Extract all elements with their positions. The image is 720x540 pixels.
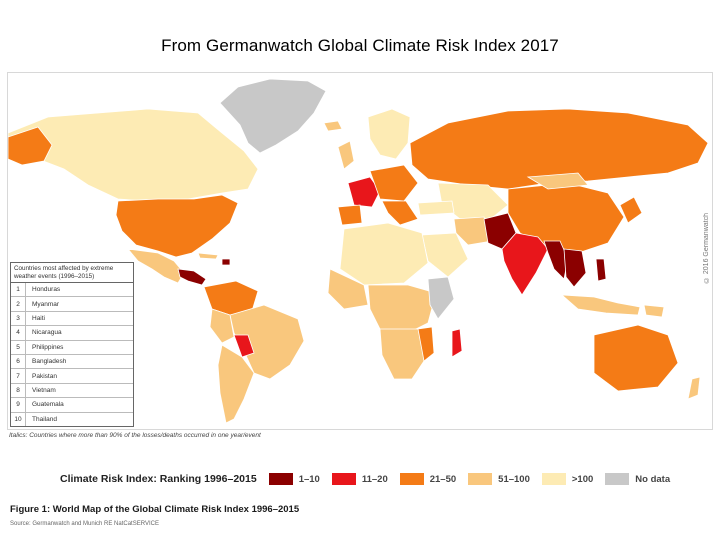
scandinavia xyxy=(367,108,411,160)
uk xyxy=(337,140,355,170)
rank-country: Guatemala xyxy=(32,401,64,409)
usa xyxy=(115,194,239,258)
russia xyxy=(409,108,709,190)
korea-japan xyxy=(619,196,643,224)
world-map-svg xyxy=(8,78,709,424)
west-africa xyxy=(327,268,369,310)
legend-label: 21–50 xyxy=(429,473,457,485)
haiti xyxy=(221,258,231,266)
canada xyxy=(8,108,259,202)
peru xyxy=(209,308,235,344)
legend-swatch xyxy=(268,473,293,485)
ranking-row: 3 Haiti xyxy=(11,311,133,327)
iberia xyxy=(337,204,363,226)
slide-title: From Germanwatch Global Climate Risk Ind… xyxy=(161,36,559,55)
australia xyxy=(593,324,679,392)
france xyxy=(347,176,381,208)
alaska xyxy=(8,126,53,166)
ranking-row: 10 Thailand xyxy=(11,412,133,426)
rank-number: 2 xyxy=(11,297,26,311)
ranking-row: 8 Vietnam xyxy=(11,383,133,399)
thailand-vietnam xyxy=(563,248,587,288)
ranking-row: 7 Pakistan xyxy=(11,369,133,384)
indonesia xyxy=(560,294,641,316)
footnote: Italics: Countries where more than 90% o… xyxy=(9,432,261,439)
ranking-row: 2 Myanmar xyxy=(11,297,133,312)
italy-balkans xyxy=(381,200,419,226)
map-legend: Climate Risk Index: Ranking 1996–2015 1–… xyxy=(60,471,682,487)
figure-caption: Figure 1: World Map of the Global Climat… xyxy=(10,504,300,515)
philippines xyxy=(595,258,607,282)
rank-number: 7 xyxy=(11,369,26,383)
north-africa xyxy=(339,222,429,286)
ranking-row: 5 Philippines xyxy=(11,340,133,355)
china xyxy=(507,182,625,254)
legend-item: 1–10 xyxy=(268,473,320,485)
rank-country: Myanmar xyxy=(32,300,60,308)
legend-item: >100 xyxy=(541,473,594,485)
rank-number: 1 xyxy=(11,283,26,297)
ranking-row: 9 Guatemala xyxy=(11,398,133,413)
bangladesh-myanmar xyxy=(543,240,569,280)
india xyxy=(501,232,549,296)
ranking-row: 1 Honduras xyxy=(11,283,133,298)
rank-country: Honduras xyxy=(32,286,61,294)
ranking-row: 6 Bangladesh xyxy=(11,354,133,370)
east-africa xyxy=(427,276,455,320)
copyright-note: © 2016 Germanwatch xyxy=(703,213,710,284)
legend-item: 51–100 xyxy=(468,473,530,485)
iceland xyxy=(323,120,343,132)
legend-item: 11–20 xyxy=(331,473,388,485)
legend-label: 11–20 xyxy=(361,473,388,485)
legend-label: 51–100 xyxy=(498,473,530,485)
legend-swatch xyxy=(605,473,630,485)
legend-swatch xyxy=(468,473,493,485)
bolivia xyxy=(233,334,255,358)
rank-number: 8 xyxy=(11,383,26,398)
rank-number: 4 xyxy=(11,326,26,340)
rank-number: 5 xyxy=(11,340,26,354)
iran xyxy=(453,216,493,246)
legend-item: 21–50 xyxy=(399,473,457,485)
legend-swatch xyxy=(331,473,356,485)
legend-item: No data xyxy=(605,473,670,485)
argentina-chile xyxy=(217,344,255,424)
greenland xyxy=(219,78,327,154)
legend-title: Climate Risk Index: Ranking 1996–2015 xyxy=(60,473,257,485)
mongolia xyxy=(526,172,589,190)
legend-label: 1–10 xyxy=(298,473,320,485)
mozambique xyxy=(417,326,435,362)
png xyxy=(643,304,665,318)
cuba xyxy=(197,252,219,260)
legend-swatch xyxy=(541,473,566,485)
rank-country: Philippines xyxy=(32,343,64,351)
central-europe xyxy=(369,164,419,202)
arabia xyxy=(421,232,469,278)
madagascar xyxy=(451,328,463,358)
rank-country: Thailand xyxy=(32,415,57,423)
rank-number: 3 xyxy=(11,311,26,326)
source-note: Source: Germanwatch and Munich RE NatCat… xyxy=(10,521,159,527)
central-america xyxy=(177,268,207,286)
rank-country: Vietnam xyxy=(32,386,56,394)
ranking-table-header: Countries most affected by extreme weath… xyxy=(11,263,133,283)
rank-country: Nicaragua xyxy=(32,329,62,337)
mexico xyxy=(127,248,185,284)
rank-country: Bangladesh xyxy=(32,358,67,366)
rank-number: 9 xyxy=(11,398,26,412)
ranking-row: 4 Nicaragua xyxy=(11,326,133,341)
turkey xyxy=(417,200,455,216)
rank-number: 10 xyxy=(11,412,26,426)
rank-country: Haiti xyxy=(32,314,46,322)
ranking-table: Countries most affected by extreme weath… xyxy=(10,262,134,427)
legend-swatch xyxy=(399,473,424,485)
new-zealand xyxy=(687,376,701,400)
rank-number: 6 xyxy=(11,354,26,369)
legend-label: No data xyxy=(635,473,671,485)
legend-label: >100 xyxy=(571,473,594,485)
rank-country: Pakistan xyxy=(32,372,57,380)
